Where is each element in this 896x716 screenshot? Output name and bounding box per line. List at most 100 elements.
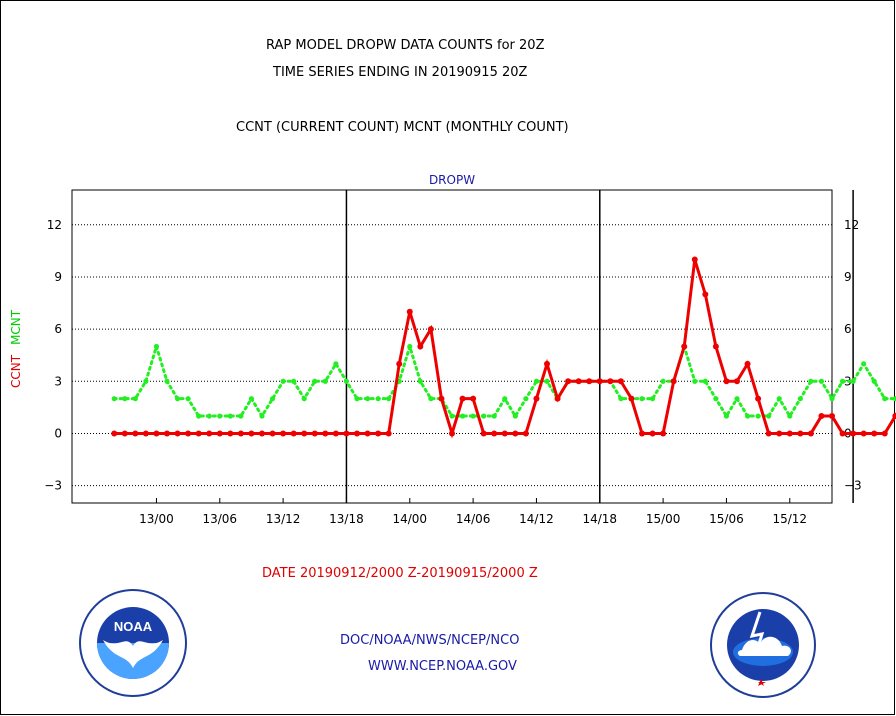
data-point-mcnt [723, 413, 730, 419]
data-point-ccnt [734, 378, 740, 385]
data-point-ccnt [470, 395, 477, 402]
data-point-mcnt [744, 413, 751, 419]
data-point-ccnt [354, 430, 360, 437]
data-point-ccnt [617, 378, 624, 385]
data-point-mcnt [227, 413, 233, 419]
data-point-mcnt [196, 413, 202, 419]
data-point-ccnt [438, 395, 445, 402]
data-point-ccnt [248, 430, 255, 437]
data-point-ccnt [797, 430, 804, 437]
data-point-mcnt [259, 413, 265, 419]
data-point-ccnt [174, 430, 181, 437]
data-point-ccnt [565, 378, 572, 385]
data-point-ccnt [871, 430, 878, 437]
data-point-ccnt [702, 291, 709, 298]
y-tick-label-right: −3 [844, 479, 862, 493]
plot-area-border [71, 189, 833, 504]
data-point-ccnt [522, 430, 529, 437]
data-point-mcnt [449, 413, 455, 419]
data-point-mcnt [291, 378, 297, 384]
data-point-mcnt [470, 413, 476, 419]
data-point-ccnt [132, 430, 139, 437]
data-point-mcnt [861, 361, 867, 367]
data-point-ccnt [712, 343, 719, 350]
data-point-mcnt [238, 413, 244, 419]
data-point-mcnt [702, 378, 708, 384]
y-axis-label-ccnt: CCNT [9, 354, 23, 388]
data-point-mcnt [153, 343, 160, 350]
data-point-mcnt [818, 378, 825, 384]
data-point-mcnt [217, 413, 223, 419]
data-point-mcnt [143, 378, 149, 384]
data-point-ccnt [628, 395, 635, 402]
data-point-ccnt [881, 430, 888, 437]
data-point-ccnt [818, 413, 825, 420]
data-point-ccnt [280, 430, 287, 437]
x-tick-label: 14/12 [519, 512, 554, 526]
y-tick-label-left: 0 [54, 426, 62, 440]
x-tick-label: 13/18 [329, 512, 364, 526]
data-point-ccnt [860, 430, 867, 437]
website-link[interactable]: WWW.NCEP.NOAA.GOV [368, 659, 517, 674]
data-point-mcnt [407, 343, 413, 350]
data-point-mcnt [269, 396, 276, 402]
data-point-mcnt [375, 396, 381, 402]
data-point-ccnt [670, 378, 677, 385]
data-point-ccnt [839, 430, 846, 437]
data-point-ccnt [396, 360, 403, 367]
data-point-mcnt [787, 413, 793, 419]
data-point-mcnt [459, 413, 466, 419]
y-axis-label: CCNT MCNT [9, 309, 23, 388]
data-point-ccnt [269, 430, 276, 437]
data-point-ccnt [776, 430, 783, 437]
x-tick-label: 13/06 [202, 512, 237, 526]
data-point-ccnt [575, 378, 582, 385]
data-point-mcnt [185, 396, 191, 402]
data-point-ccnt [343, 430, 350, 437]
data-point-ccnt [227, 430, 234, 437]
data-point-ccnt [639, 430, 645, 437]
data-point-ccnt [216, 430, 223, 437]
data-point-ccnt [501, 430, 508, 437]
noaa-logo-text: NOAA [114, 619, 153, 634]
y-tick-label-right: 6 [844, 322, 852, 336]
data-point-ccnt [385, 430, 392, 437]
y-tick-label-left: 9 [54, 270, 62, 284]
y-tick-label-left: 12 [47, 218, 62, 232]
chart-subtitle: CCNT (CURRENT COUNT) MCNT (MONTHLY COUNT… [236, 120, 569, 135]
nws-logo [710, 592, 816, 698]
data-point-ccnt [807, 430, 814, 437]
data-point-ccnt [544, 360, 550, 367]
data-point-mcnt [808, 378, 814, 384]
org-path-link[interactable]: DOC/NOAA/NWS/NCEP/NCO [340, 633, 520, 648]
y-tick-label-right: 12 [844, 218, 859, 232]
data-point-mcnt [618, 396, 624, 402]
data-point-mcnt [755, 413, 761, 419]
data-point-ccnt [512, 430, 519, 437]
data-point-mcnt [776, 396, 782, 402]
data-point-ccnt [660, 430, 667, 437]
data-point-ccnt [491, 430, 498, 437]
panel-title: DROPW [429, 173, 475, 187]
series-line-ccnt [112, 259, 896, 439]
data-point-ccnt [237, 430, 244, 437]
data-point-mcnt [132, 396, 138, 402]
data-point-ccnt [554, 395, 561, 402]
data-point-mcnt [892, 396, 896, 402]
data-point-mcnt [523, 396, 529, 402]
x-tick-label: 15/00 [646, 512, 681, 526]
data-point-ccnt [301, 430, 308, 437]
data-point-mcnt [248, 396, 255, 402]
data-point-mcnt [491, 413, 497, 419]
data-point-ccnt [164, 430, 170, 437]
data-point-ccnt [142, 430, 149, 437]
data-point-ccnt [111, 430, 118, 437]
data-point-mcnt [533, 378, 540, 384]
x-tick-label: 14/18 [582, 512, 617, 526]
data-point-mcnt [850, 378, 856, 384]
data-point-ccnt [765, 430, 772, 437]
data-point-ccnt [375, 430, 382, 437]
data-point-ccnt [607, 378, 614, 385]
data-point-mcnt [354, 396, 360, 402]
